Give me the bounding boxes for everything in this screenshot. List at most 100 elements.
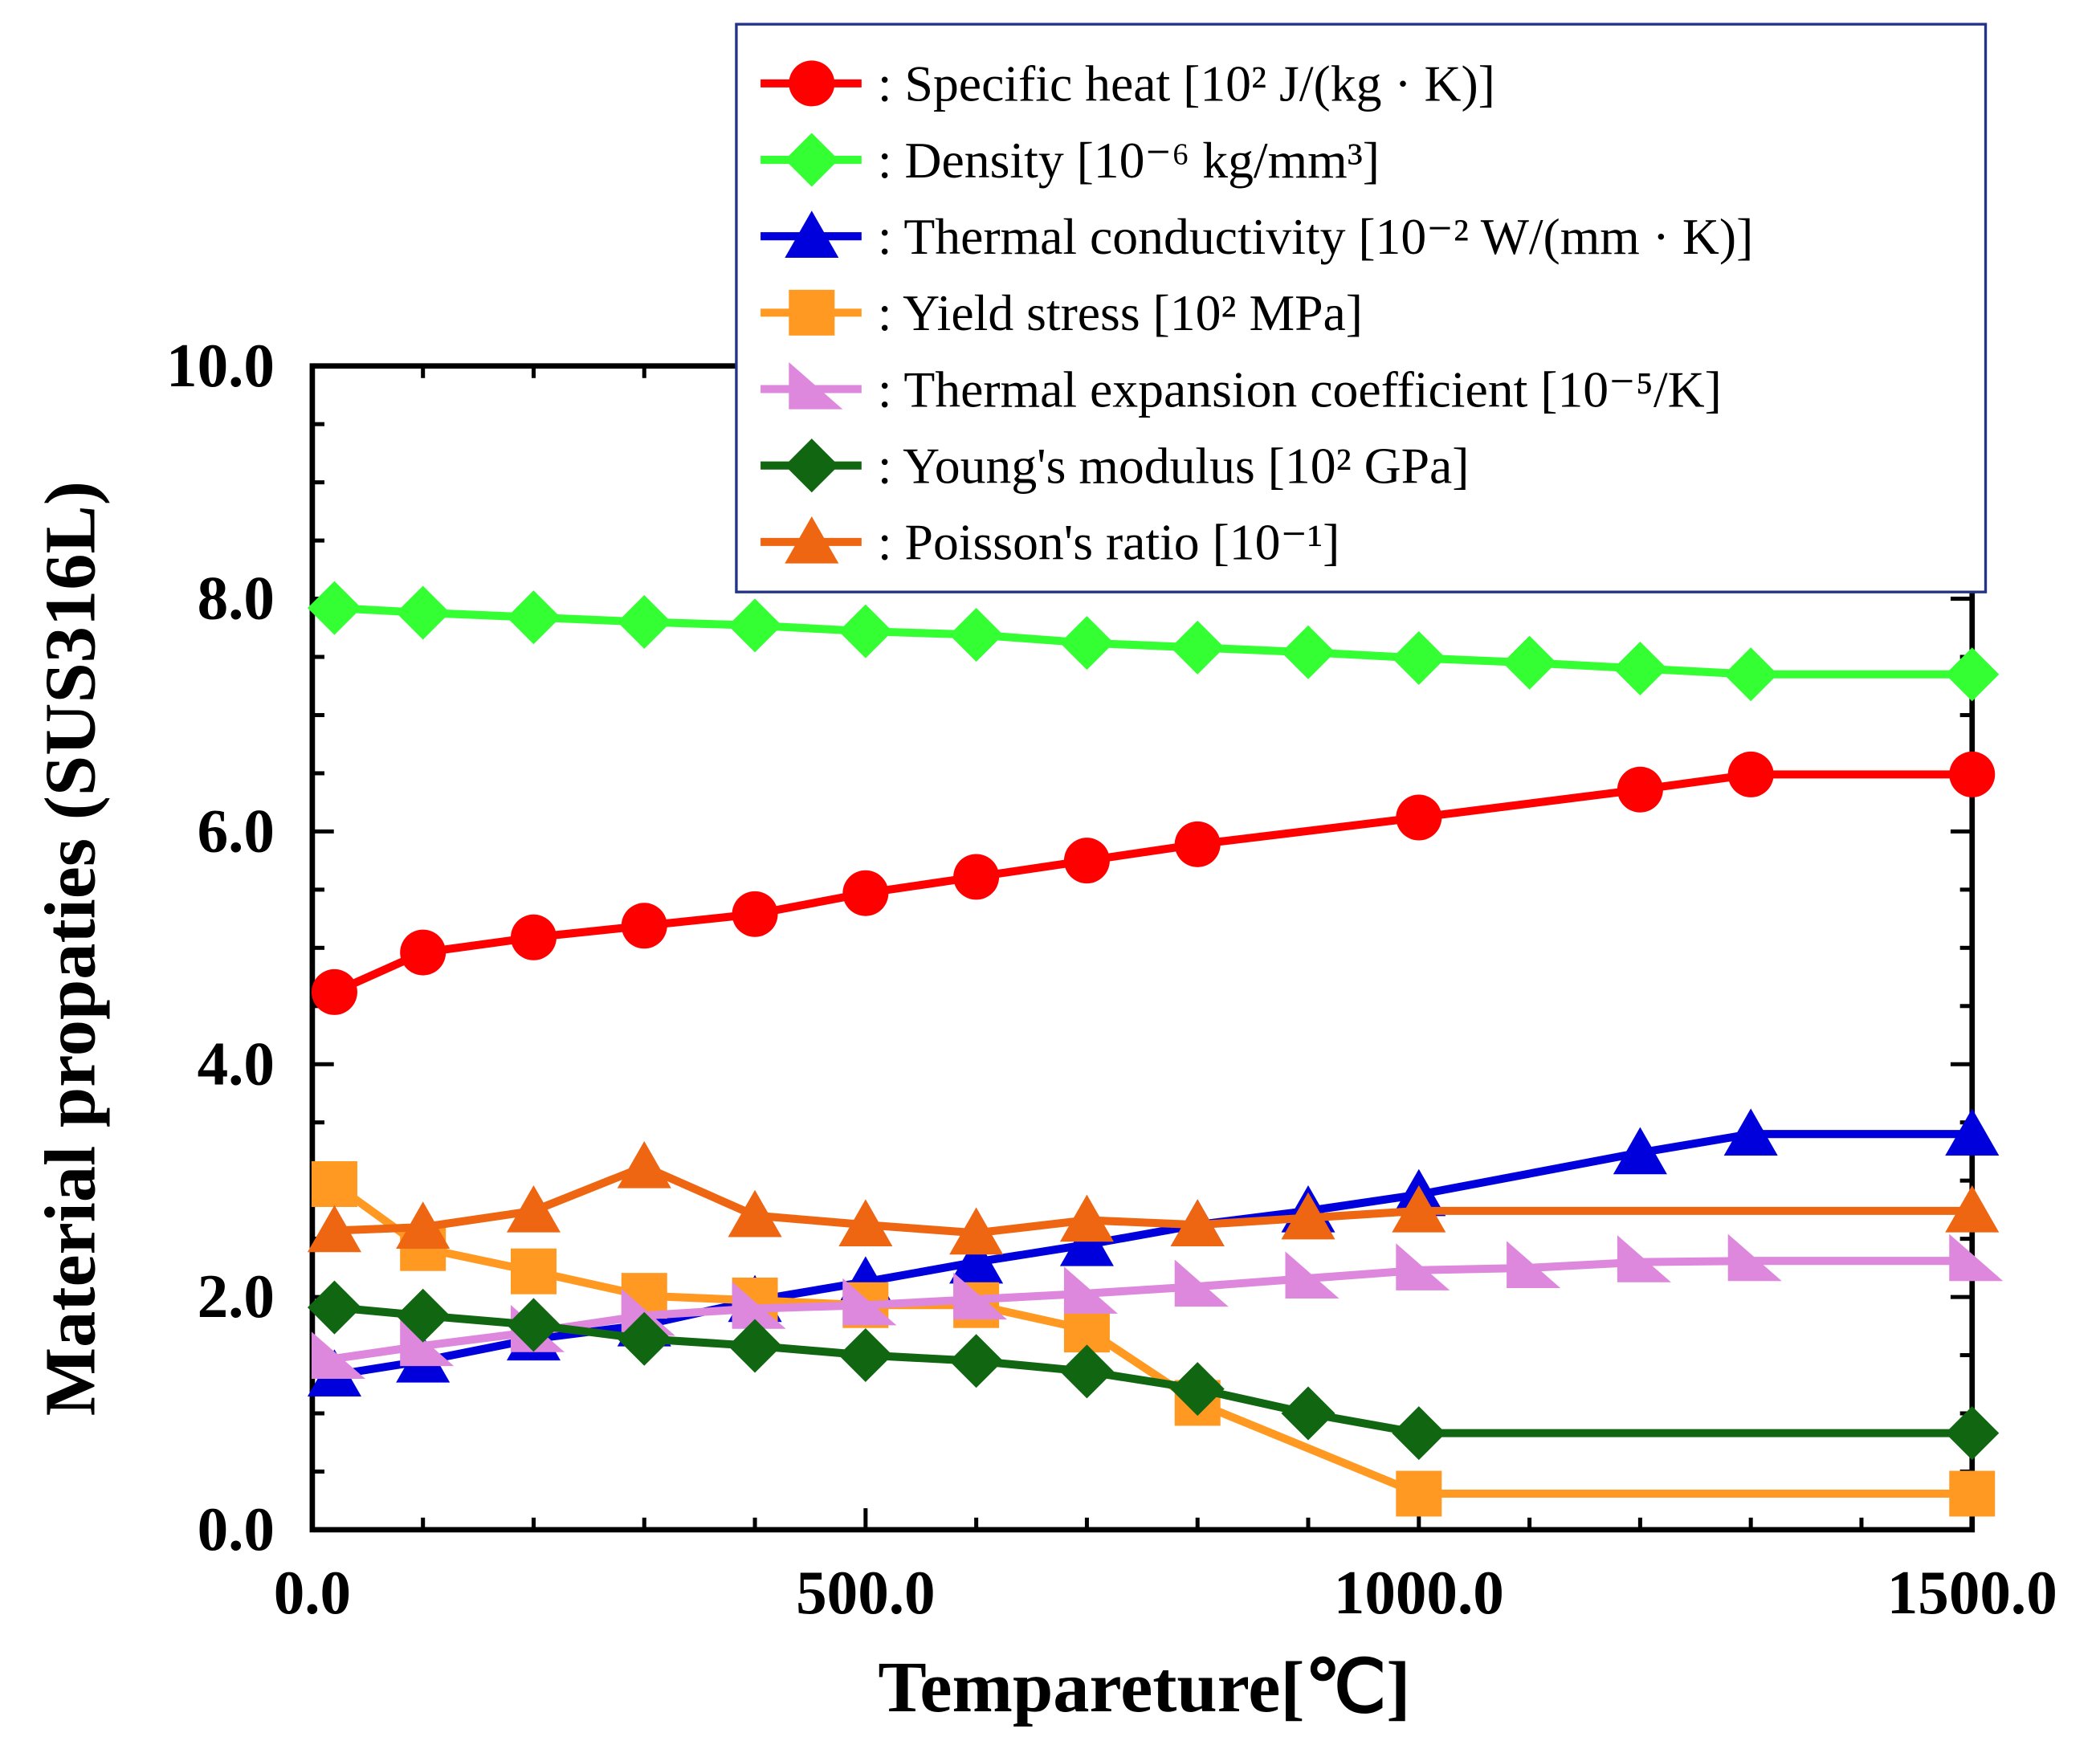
data-point	[1945, 647, 2000, 702]
x-tick-label: 500.0	[796, 1558, 935, 1627]
data-point	[1727, 1233, 1782, 1282]
data-point	[1949, 1470, 1996, 1517]
data-point	[1727, 751, 1774, 797]
legend-entry: : Poisson's ratio [10⁻¹]	[760, 514, 1340, 571]
data-point	[842, 870, 889, 916]
legend-entry: : Specific heat [10² J/(kg · K)]	[760, 55, 1495, 112]
y-tick-label: 10.0	[166, 331, 275, 400]
data-point	[732, 891, 778, 937]
data-point	[1063, 1266, 1118, 1314]
data-point	[1059, 1344, 1114, 1399]
x-axis-label: Tempareture[℃]	[878, 1646, 1410, 1727]
series-layer	[307, 581, 2004, 1517]
data-point	[617, 1311, 671, 1366]
data-point	[621, 903, 667, 949]
data-point	[1945, 1185, 2000, 1233]
data-point	[1945, 1406, 2000, 1461]
x-tick-label: 1000.0	[1334, 1558, 1504, 1627]
data-point	[1174, 1259, 1229, 1307]
y-tick-label: 8.0	[198, 564, 275, 633]
y-axis-label: Material propaties (SUS316L)	[29, 481, 110, 1416]
data-point	[506, 1185, 561, 1233]
legend-label: : Thermal conductivity [10⁻² W/(mm · K)]	[878, 208, 1753, 265]
data-point	[510, 914, 557, 960]
legend-label: : Poisson's ratio [10⁻¹]	[878, 514, 1340, 571]
data-point	[311, 968, 357, 1015]
series-line	[333, 1130, 1972, 1380]
data-point	[785, 516, 839, 564]
data-point	[838, 1328, 893, 1383]
legend: : Specific heat [10² J/(kg · K)] : Densit…	[735, 22, 1988, 593]
data-point	[1392, 1185, 1446, 1233]
data-point	[311, 1331, 366, 1380]
legend-label: : Specific heat [10² J/(kg · K)]	[878, 55, 1495, 112]
data-point	[400, 929, 447, 976]
x-tick-label: 0.0	[274, 1558, 351, 1627]
data-point	[307, 1280, 361, 1335]
legend-entry: : Young's modulus [10² GPa]	[760, 437, 1470, 494]
series-line	[332, 770, 1972, 996]
data-point	[1396, 1243, 1450, 1290]
data-point	[838, 604, 893, 658]
data-point	[311, 1161, 357, 1207]
data-point	[1945, 1108, 2000, 1156]
legend-label: : Density [10⁻⁶ kg/mm³]	[878, 132, 1380, 189]
legend-entry: : Yield stress [10² MPa]	[760, 284, 1363, 341]
legend-entry: : Thermal conductivity [10⁻² W/(mm · K)]	[760, 208, 1753, 265]
data-point	[617, 1140, 671, 1188]
data-point	[396, 585, 451, 640]
data-point	[1949, 751, 1996, 797]
data-point	[1613, 642, 1667, 696]
legend-label: : Young's modulus [10² GPa]	[878, 437, 1470, 494]
data-point	[1281, 625, 1335, 679]
data-point	[1059, 1194, 1114, 1242]
data-point	[506, 590, 561, 645]
data-point	[789, 362, 843, 410]
data-point	[1723, 1108, 1778, 1156]
series-line	[334, 604, 1972, 679]
data-point	[1507, 1241, 1561, 1288]
data-point	[1949, 1233, 2004, 1282]
data-point	[789, 60, 835, 107]
data-point	[1059, 616, 1114, 671]
data-point	[728, 1189, 782, 1237]
data-point	[1392, 1406, 1446, 1461]
data-point	[307, 1205, 361, 1253]
series-6	[307, 1140, 2000, 1255]
data-point	[1503, 635, 1557, 690]
data-point	[1170, 1362, 1225, 1417]
y-tick-label: 0.0	[198, 1494, 275, 1564]
data-point	[838, 1199, 893, 1247]
data-point	[949, 1334, 1004, 1388]
data-point	[1170, 620, 1225, 675]
series-line	[334, 1162, 1972, 1237]
legend-entry: : Density [10⁻⁶ kg/mm³]	[760, 132, 1380, 189]
data-point	[1281, 1192, 1335, 1240]
data-point	[617, 595, 671, 650]
data-point	[307, 581, 361, 635]
data-point	[1392, 630, 1446, 685]
y-tick-label: 4.0	[198, 1029, 275, 1098]
data-point	[842, 1278, 897, 1326]
series-4	[311, 1233, 2004, 1380]
data-point	[953, 854, 1000, 900]
data-point	[1723, 647, 1778, 702]
data-point	[1396, 794, 1442, 841]
series-line	[333, 1257, 1972, 1363]
data-point	[789, 289, 835, 336]
data-point	[949, 607, 1004, 662]
data-point	[396, 1201, 451, 1249]
data-point	[1170, 1199, 1225, 1247]
x-tick-label: 1500.0	[1887, 1558, 2057, 1627]
data-point	[1281, 1386, 1335, 1441]
data-point	[1174, 821, 1221, 867]
y-tick-label: 2.0	[198, 1262, 275, 1331]
legend-box	[735, 22, 1988, 593]
data-point	[728, 598, 782, 653]
data-point	[785, 210, 839, 259]
y-tick-label: 6.0	[198, 797, 275, 866]
legend-label: : Yield stress [10² MPa]	[878, 284, 1363, 341]
series-1	[307, 581, 2000, 702]
data-point	[949, 1207, 1004, 1255]
